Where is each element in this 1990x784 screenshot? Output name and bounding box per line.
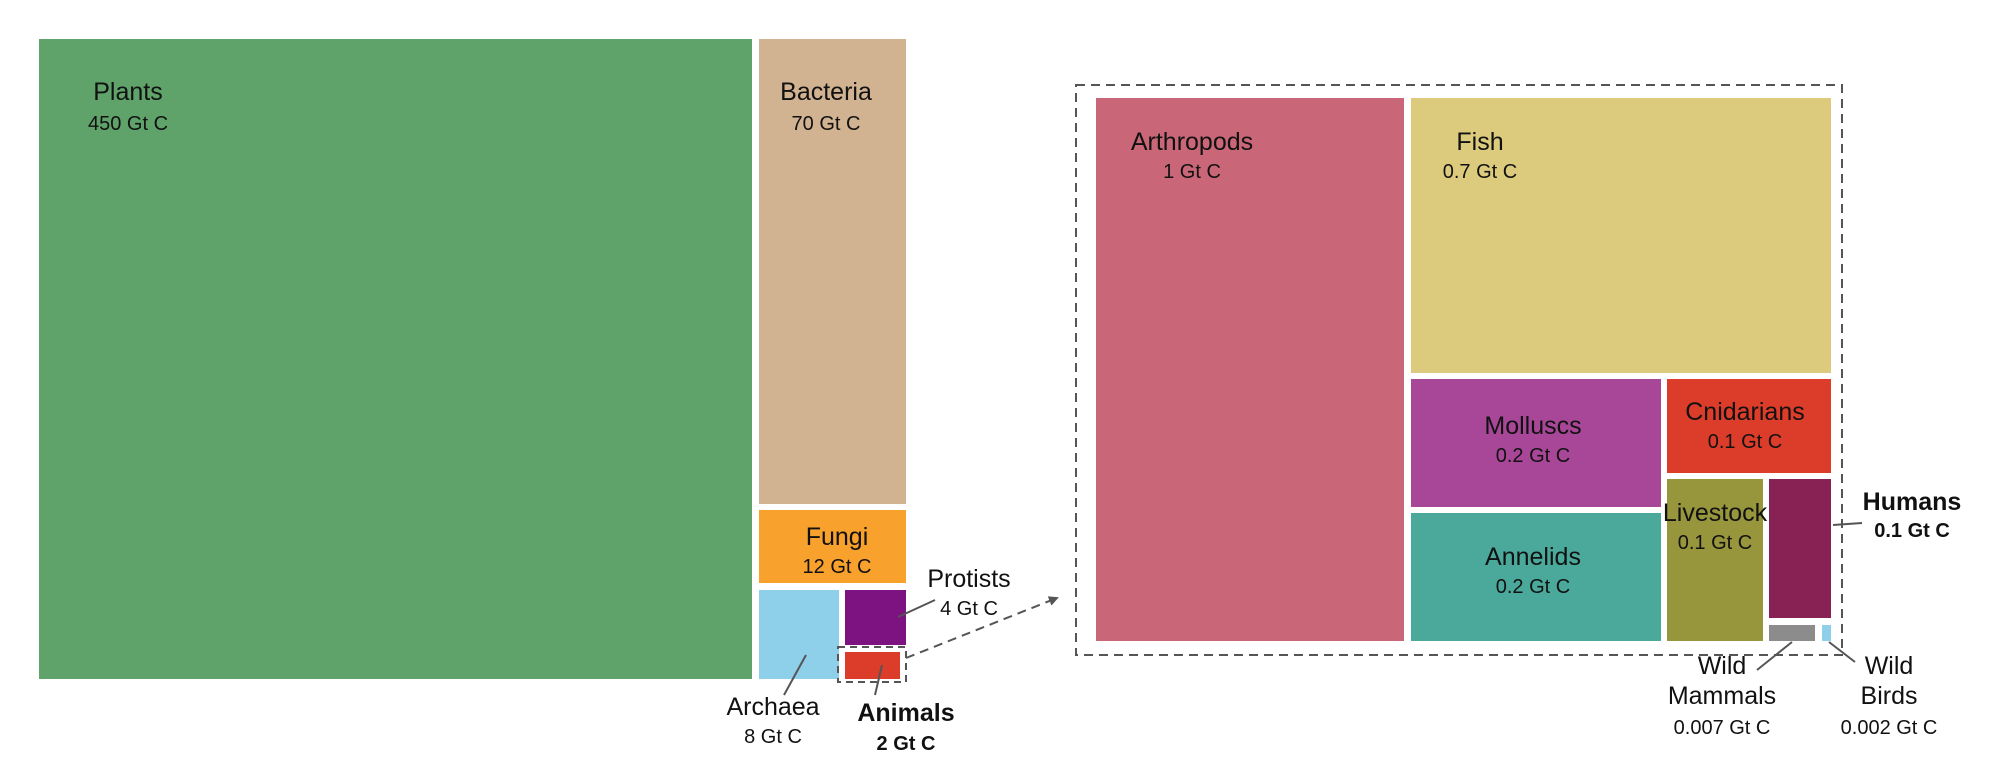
overview-label-bacteria: Bacteria: [780, 78, 872, 106]
detail-leader-humans: [1832, 522, 1863, 526]
detail-rect-wild-mammals: [1769, 625, 1815, 641]
detail-label-annelids: Annelids: [1485, 543, 1581, 571]
overview-rect-animals: [845, 652, 900, 679]
detail-value-humans: 0.1 Gt C: [1874, 520, 1950, 542]
detail-value-molluscs: 0.2 Gt C: [1496, 445, 1570, 467]
overview-label-protists: Protists: [927, 565, 1010, 593]
overview-rect-plants: [39, 39, 752, 679]
overview-leader-archaea: [783, 654, 807, 696]
overview-value-archaea: 8 Gt C: [744, 726, 802, 748]
detail-value-fish: 0.7 Gt C: [1443, 161, 1517, 183]
detail-rect-cnidarians: [1667, 379, 1831, 473]
animals-detail-frame: [1075, 84, 1843, 656]
detail-leader-wild-mammals: [1756, 641, 1793, 671]
detail-leader-wild-birds: [1828, 641, 1856, 663]
detail-label-wild-birds-line2: Birds: [1861, 682, 1918, 710]
overview-value-protists: 4 Gt C: [940, 598, 998, 620]
detail-value-cnidarians: 0.1 Gt C: [1708, 431, 1782, 453]
overview-leader-animals: [874, 664, 883, 696]
overview-rect-protists: [845, 590, 906, 645]
detail-label-arthropods: Arthropods: [1131, 128, 1253, 156]
overview-label-archaea: Archaea: [726, 693, 819, 721]
detail-rect-annelids: [1411, 513, 1661, 641]
detail-label-fish: Fish: [1456, 128, 1503, 156]
detail-label-molluscs: Molluscs: [1484, 412, 1581, 440]
detail-value-wild-mammals: 0.007 Gt C: [1674, 717, 1771, 739]
overview-label-plants: Plants: [93, 78, 162, 106]
detail-label-wild-birds-line1: Wild: [1865, 652, 1914, 680]
overview-leader-protists: [897, 599, 936, 618]
detail-value-livestock: 0.1 Gt C: [1678, 532, 1752, 554]
detail-label-wild-mammals-line1: Wild: [1698, 652, 1747, 680]
overview-label-animals: Animals: [857, 699, 954, 727]
overview-rect-fungi: [759, 510, 906, 583]
detail-value-annelids: 0.2 Gt C: [1496, 576, 1570, 598]
overview-rect-archaea: [759, 590, 839, 679]
detail-rect-wild-birds: [1822, 625, 1831, 641]
detail-label-humans: Humans: [1863, 488, 1962, 516]
detail-label-wild-mammals-line2: Mammals: [1668, 682, 1776, 710]
detail-value-arthropods: 1 Gt C: [1163, 161, 1221, 183]
overview-value-fungi: 12 Gt C: [803, 556, 872, 578]
overview-value-plants: 450 Gt C: [88, 113, 168, 135]
detail-rect-livestock: [1667, 479, 1763, 641]
detail-rect-humans: [1769, 479, 1831, 618]
detail-value-wild-birds: 0.002 Gt C: [1841, 717, 1938, 739]
overview-rect-bacteria: [759, 39, 906, 504]
detail-rect-fish: [1411, 98, 1831, 373]
overview-label-fungi: Fungi: [806, 523, 869, 551]
detail-rect-arthropods: [1096, 98, 1404, 641]
zoom-arrow: [905, 596, 1059, 659]
animals-highlight-box: [837, 646, 907, 683]
detail-label-cnidarians: Cnidarians: [1685, 398, 1805, 426]
detail-rect-molluscs: [1411, 379, 1661, 507]
overview-value-bacteria: 70 Gt C: [792, 113, 861, 135]
detail-label-livestock: Livestock: [1663, 499, 1768, 527]
overview-value-animals: 2 Gt C: [877, 733, 936, 755]
